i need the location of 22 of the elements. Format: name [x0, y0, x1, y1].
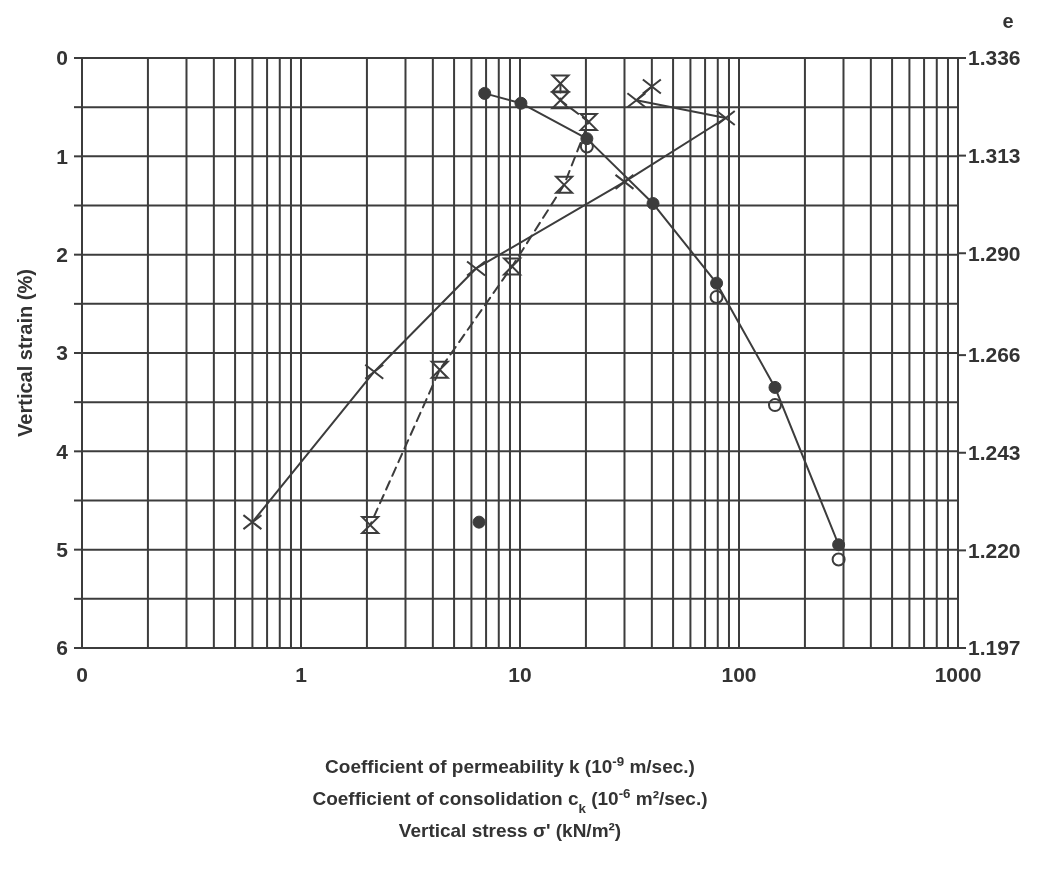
- x-tick-label: 1000: [934, 663, 982, 686]
- y2-tick-label: 1.290: [968, 241, 1021, 265]
- y-axis-title: Vertical strain (%): [14, 269, 36, 437]
- y2-axis-title: e: [1002, 10, 1014, 32]
- y-tick-label: 4: [56, 439, 69, 463]
- y2-tick-label: 1.313: [968, 143, 1021, 167]
- x-tick-label: 100: [721, 663, 757, 686]
- y2-tick-label: 1.197: [968, 636, 1021, 660]
- y2-tick-label: 1.243: [968, 441, 1021, 465]
- x-tick-label: 0: [76, 663, 88, 686]
- y2-tick-label: 1.336: [968, 46, 1021, 70]
- y-tick-label: 0: [56, 46, 68, 70]
- y-tick-label: 5: [56, 538, 69, 562]
- y-tick-label: 1: [56, 144, 69, 168]
- y-tick-label: 2: [56, 243, 68, 267]
- y-tick-label: 6: [56, 636, 68, 660]
- x-tick-label: 10: [508, 663, 532, 686]
- x-tick-label: 1: [295, 663, 308, 686]
- y2-tick-label: 1.266: [968, 343, 1021, 367]
- y-tick-label: 3: [56, 341, 68, 365]
- y2-tick-label: 1.220: [968, 538, 1021, 562]
- text: Coefficient of permeability k (10$^{-9}$ m/sec.) Coefficient of consolidation c$_{k}$ (10$^{-6}$ m²/sec.) Vertical stress σ' (kN/m²): [312, 753, 708, 841]
